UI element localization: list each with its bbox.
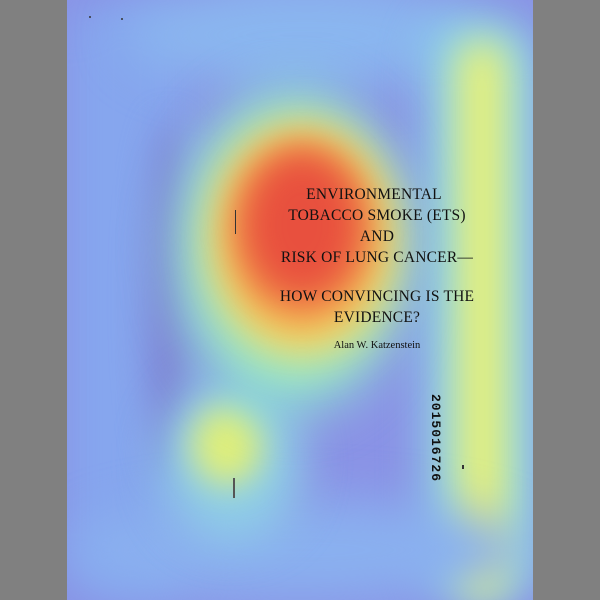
scan-mark bbox=[233, 478, 235, 498]
heatmap-region bbox=[127, 0, 487, 90]
subtitle-line: HOW CONVINCING IS THE bbox=[279, 288, 475, 305]
author-name: Alan W. Katzenstein bbox=[333, 340, 421, 351]
subtitle-line: EVIDENCE? bbox=[333, 309, 421, 326]
scan-mark bbox=[121, 18, 123, 20]
heatmap-region bbox=[162, 380, 302, 540]
scan-mark bbox=[462, 465, 464, 469]
scan-mark bbox=[89, 16, 91, 18]
heatmap-region bbox=[67, 0, 187, 600]
scan-mark bbox=[235, 210, 236, 234]
document-number: 2015016726 bbox=[428, 393, 443, 482]
document-subtitle: HOW CONVINCING IS THE EVIDENCE? bbox=[237, 286, 517, 328]
title-line: RISK OF LUNG CANCER— bbox=[280, 249, 474, 266]
heatmap-region bbox=[192, 405, 262, 485]
heatmap-region bbox=[145, 120, 195, 480]
document-page: ENVIRONMENTAL TOBACCO SMOKE (ETS) AND RI… bbox=[67, 0, 533, 600]
document-title: ENVIRONMENTAL TOBACCO SMOKE (ETS) AND RI… bbox=[237, 184, 517, 268]
title-line: ENVIRONMENTAL bbox=[306, 186, 442, 203]
title-line: TOBACCO SMOKE (ETS) bbox=[288, 207, 466, 224]
heatmap-region bbox=[67, 500, 533, 600]
title-line: AND bbox=[359, 228, 395, 245]
